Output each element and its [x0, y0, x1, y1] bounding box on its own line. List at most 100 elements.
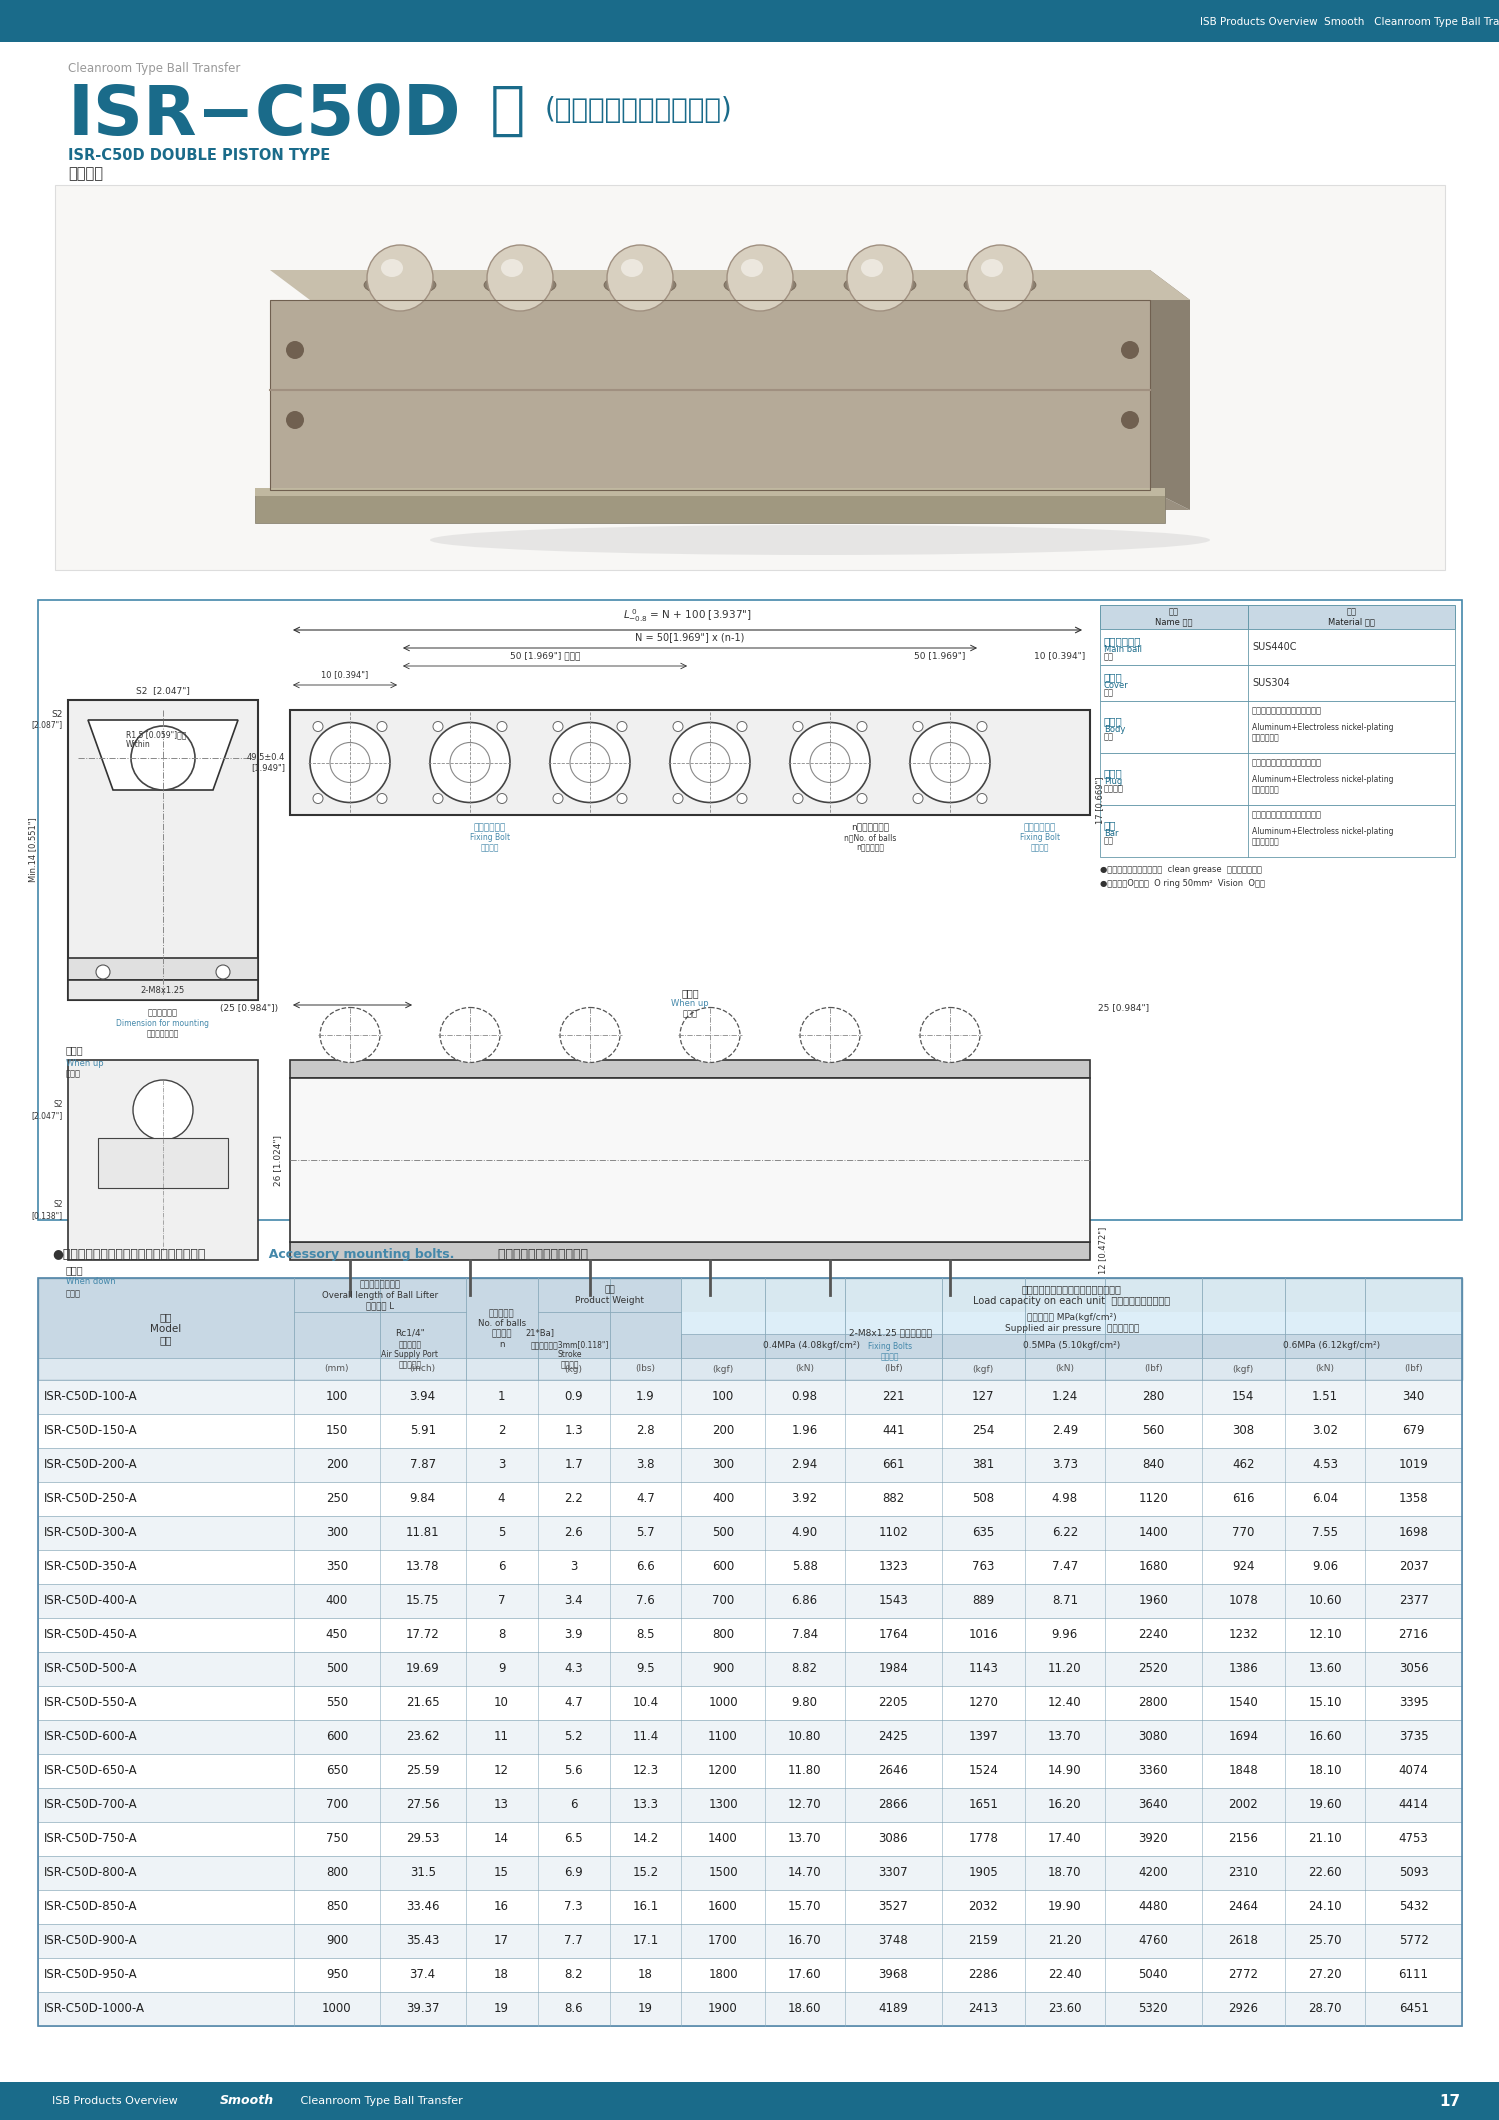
Ellipse shape — [441, 1007, 501, 1062]
Bar — [1100, 630, 1456, 666]
Text: 500: 500 — [325, 1662, 348, 1675]
Text: 6.04: 6.04 — [1312, 1492, 1339, 1505]
Text: ISR-C50D-150-A: ISR-C50D-150-A — [43, 1425, 138, 1437]
Text: 25.70: 25.70 — [1309, 1933, 1342, 1948]
Text: 19: 19 — [639, 2003, 654, 2016]
Text: 15.75: 15.75 — [406, 1594, 439, 1607]
Text: 上昇時: 上昇時 — [681, 988, 699, 999]
Text: 800: 800 — [325, 1866, 348, 1880]
Text: 500: 500 — [712, 1526, 735, 1539]
Text: 3920: 3920 — [1139, 1832, 1168, 1847]
Text: 12.70: 12.70 — [788, 1798, 821, 1810]
Text: 200: 200 — [325, 1459, 348, 1471]
Text: (lbf): (lbf) — [1144, 1365, 1163, 1374]
Text: 0.98: 0.98 — [791, 1391, 817, 1403]
Text: 750: 750 — [325, 1832, 348, 1847]
Circle shape — [378, 721, 387, 731]
Text: 3307: 3307 — [878, 1866, 908, 1880]
Text: アルミ＋無電解ニッケルメッキ: アルミ＋無電解ニッケルメッキ — [1252, 759, 1322, 767]
Circle shape — [579, 1293, 603, 1317]
Polygon shape — [88, 721, 238, 791]
Text: 7: 7 — [498, 1594, 505, 1607]
Text: 25.59: 25.59 — [406, 1764, 439, 1777]
Text: ●バイトンOリング  O ring 50mm²  Vision  O型圈: ●バイトンOリング O ring 50mm² Vision O型圈 — [1100, 880, 1265, 888]
Text: 1200: 1200 — [708, 1764, 738, 1777]
Text: ストローク：3mm[0.118"]
Stroke
移動距離: ストローク：3mm[0.118"] Stroke 移動距離 — [531, 1340, 609, 1370]
Circle shape — [550, 723, 630, 803]
Text: 4760: 4760 — [1138, 1933, 1168, 1948]
Text: 1000: 1000 — [708, 1696, 738, 1709]
Text: S2
[2.047"]: S2 [2.047"] — [31, 1100, 63, 1119]
Text: 3.8: 3.8 — [636, 1459, 655, 1471]
Circle shape — [809, 742, 850, 782]
Bar — [1100, 806, 1456, 856]
Text: 型: 型 — [471, 83, 525, 140]
Ellipse shape — [724, 273, 796, 297]
Bar — [37, 1550, 1462, 1584]
Bar — [37, 1278, 1462, 1380]
Text: 2425: 2425 — [878, 1730, 908, 1743]
Circle shape — [1121, 411, 1139, 428]
Text: 23.62: 23.62 — [406, 1730, 439, 1743]
Text: 450: 450 — [325, 1628, 348, 1641]
Text: (kgf): (kgf) — [712, 1365, 733, 1374]
Text: 8: 8 — [498, 1628, 505, 1641]
Text: 2646: 2646 — [878, 1764, 908, 1777]
Bar — [55, 184, 1445, 570]
Text: 9.06: 9.06 — [1312, 1560, 1339, 1573]
Text: 本体: 本体 — [1103, 734, 1114, 742]
Circle shape — [857, 793, 866, 803]
Text: (lbf): (lbf) — [1405, 1365, 1423, 1374]
Text: 13.70: 13.70 — [788, 1832, 821, 1847]
Text: 9.96: 9.96 — [1052, 1628, 1078, 1641]
Text: 8.5: 8.5 — [636, 1628, 655, 1641]
Ellipse shape — [607, 246, 673, 312]
Text: Main ball: Main ball — [1103, 644, 1142, 653]
Bar — [1100, 666, 1456, 702]
Ellipse shape — [621, 259, 643, 278]
Text: 2286: 2286 — [968, 1969, 998, 1982]
Text: 下降時: 下降時 — [66, 1266, 84, 1274]
Circle shape — [790, 723, 869, 803]
Text: 1543: 1543 — [878, 1594, 908, 1607]
Bar — [37, 1855, 1462, 1891]
Bar — [37, 1584, 1462, 1618]
Text: 1270: 1270 — [968, 1696, 998, 1709]
Text: 25 [0.984"]: 25 [0.984"] — [1097, 1003, 1150, 1013]
Text: 5772: 5772 — [1399, 1933, 1429, 1948]
Text: 1078: 1078 — [1229, 1594, 1258, 1607]
Text: 15: 15 — [495, 1866, 510, 1880]
Bar — [37, 1685, 1462, 1719]
Ellipse shape — [920, 1007, 980, 1062]
Circle shape — [1121, 341, 1139, 358]
Text: 7.3: 7.3 — [564, 1900, 583, 1914]
Text: 4480: 4480 — [1139, 1900, 1168, 1914]
Bar — [37, 1891, 1462, 1925]
Text: 1.9: 1.9 — [636, 1391, 655, 1403]
Text: 5.88: 5.88 — [791, 1560, 817, 1573]
Text: 3086: 3086 — [878, 1832, 908, 1847]
Text: 850: 850 — [325, 1900, 348, 1914]
Text: 7.55: 7.55 — [1312, 1526, 1339, 1539]
Text: 1102: 1102 — [878, 1526, 908, 1539]
Text: 17 [0.669"]: 17 [0.669"] — [1094, 776, 1103, 825]
Bar — [37, 1821, 1462, 1855]
Text: 19.69: 19.69 — [406, 1662, 439, 1675]
Text: 安装沟槽尺寸图: 安装沟槽尺寸图 — [147, 1028, 180, 1039]
Text: 双活塞型: 双活塞型 — [67, 165, 103, 180]
Circle shape — [618, 793, 627, 803]
Text: ISR-C50D-750-A: ISR-C50D-750-A — [43, 1832, 138, 1847]
Text: 17.72: 17.72 — [406, 1628, 439, 1641]
Text: 462: 462 — [1232, 1459, 1255, 1471]
Text: 1984: 1984 — [878, 1662, 908, 1675]
Text: 1143: 1143 — [968, 1662, 998, 1675]
Text: 9.84: 9.84 — [409, 1492, 436, 1505]
Text: 2800: 2800 — [1139, 1696, 1168, 1709]
Text: 12: 12 — [495, 1764, 510, 1777]
Text: ボールリフタ１本あたりのリフト能力
Load capacity on each unit  每器备组单组提升能力: ボールリフタ１本あたりのリフト能力 Load capacity on each … — [973, 1285, 1171, 1306]
Text: When down: When down — [66, 1276, 115, 1287]
Text: 1778: 1778 — [968, 1832, 998, 1847]
Ellipse shape — [501, 259, 523, 278]
Bar — [37, 1618, 1462, 1651]
Ellipse shape — [561, 1007, 621, 1062]
